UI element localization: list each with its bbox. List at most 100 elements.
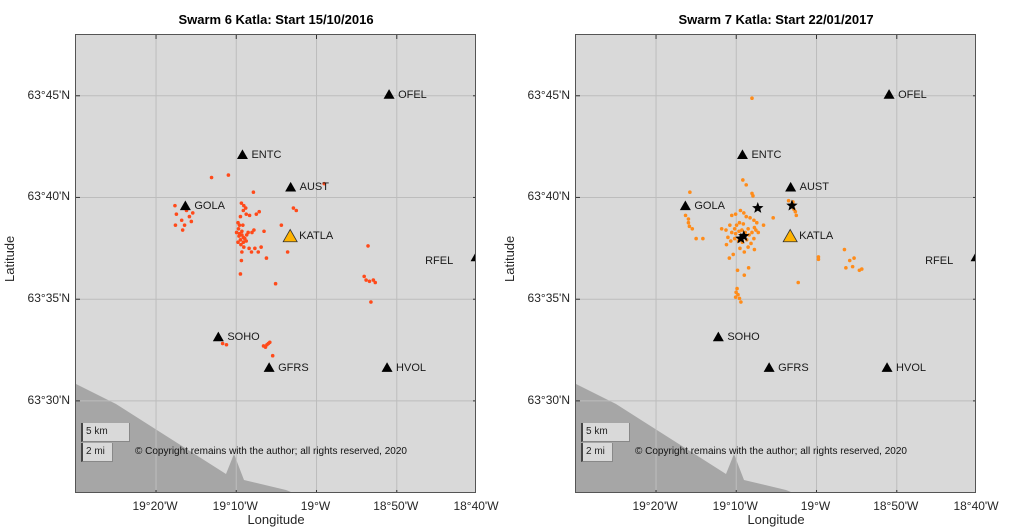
earthquake-event <box>794 213 799 218</box>
earthquake-event <box>239 201 244 205</box>
earthquake-event <box>793 209 798 214</box>
earthquake-event <box>173 203 177 208</box>
earthquake-event <box>724 242 729 247</box>
earthquake-event <box>735 268 740 273</box>
earthquake-event <box>719 227 724 231</box>
earthquake-event <box>246 230 250 235</box>
earthquake-event <box>238 272 243 276</box>
station-label: GFRS <box>278 361 309 374</box>
earthquake-event <box>242 245 246 249</box>
earthquake-event <box>738 246 742 251</box>
station-label: SOHO <box>727 331 760 344</box>
earthquake-event <box>771 216 775 220</box>
earthquake-event <box>253 246 257 251</box>
earthquake-event <box>756 230 761 235</box>
earthquake-event <box>852 256 856 260</box>
earthquake-event <box>291 206 296 210</box>
station-marker <box>736 149 748 159</box>
x-tick-label: 18°40'W <box>453 499 499 513</box>
earthquake-event <box>189 219 194 224</box>
earthquake-event <box>733 231 738 236</box>
earthquake-event <box>240 250 244 254</box>
earthquake-event <box>729 230 734 235</box>
earthquake-event <box>732 227 737 231</box>
earthquake-event <box>180 228 185 232</box>
station-marker <box>236 149 248 159</box>
earthquake-event <box>694 236 698 241</box>
earthquake-event <box>238 237 243 242</box>
station-label: SOHO <box>227 331 260 344</box>
earthquake-event <box>734 223 739 227</box>
earthquake-event <box>844 266 848 270</box>
x-tick-label: 18°50'W <box>873 499 919 513</box>
map-frame <box>575 34 976 493</box>
land-shading <box>576 384 791 492</box>
earthquake-event <box>735 286 739 291</box>
station-label: ENTC <box>751 148 782 161</box>
station-marker <box>712 331 724 342</box>
earthquake-event <box>322 181 327 186</box>
earthquake-event <box>748 216 752 220</box>
earthquake-event <box>242 203 246 208</box>
earthquake-event <box>241 208 246 213</box>
earthquake-event <box>270 353 275 358</box>
station-label: ENTC <box>251 148 282 161</box>
earthquake-event <box>236 227 241 231</box>
x-tick-label: 19°W <box>800 499 831 513</box>
earthquake-event <box>747 233 751 237</box>
katla-volcano-marker <box>282 228 298 243</box>
y-tick-label: 63°40'N <box>27 189 70 204</box>
earthquake-event <box>268 340 272 345</box>
station-label: GFRS <box>778 361 809 374</box>
x-tick-label: 19°20'W <box>132 499 178 513</box>
earthquake-event <box>241 223 245 227</box>
x-tick-label: 19°10'W <box>212 499 258 513</box>
earthquake-event <box>209 175 214 180</box>
earthquake-event <box>239 258 244 263</box>
earthquake-event <box>731 252 736 257</box>
y-tick-label: 63°35'N <box>27 291 70 306</box>
x-tick-label: 19°W <box>300 499 331 513</box>
station-label: HVOL <box>396 361 427 374</box>
earthquake-event <box>688 190 692 194</box>
y-axis-label: Latitude <box>502 235 517 282</box>
scale-bar-mi: 2 mi <box>81 443 113 462</box>
earthquake-event <box>752 218 756 223</box>
earthquake-event <box>726 235 730 240</box>
copyright-notice: © Copyright remains with the author; all… <box>635 446 907 457</box>
earthquake-event <box>244 212 249 216</box>
earthquake-event <box>236 240 240 245</box>
station-label: KATLA <box>799 230 834 243</box>
station-label: OFEL <box>898 88 927 101</box>
earthquake-event <box>749 241 753 246</box>
y-tick-label: 63°30'N <box>27 392 70 407</box>
station-label: KATLA <box>299 230 334 243</box>
station-marker <box>970 253 975 262</box>
map-plot <box>76 35 475 492</box>
earthquake-event <box>729 213 734 218</box>
station-label: GOLA <box>694 199 725 212</box>
earthquake-event <box>252 228 256 232</box>
land-shading <box>76 384 291 492</box>
station-label: AUST <box>299 181 329 194</box>
earthquake-event <box>728 223 732 227</box>
earthquake-event <box>373 280 378 285</box>
earthquake-event <box>259 245 263 249</box>
station-marker <box>263 362 275 372</box>
earthquake-event <box>796 280 801 285</box>
earthquake-event <box>734 290 738 295</box>
earthquake-event <box>732 236 737 241</box>
station-label: GOLA <box>194 199 225 212</box>
earthquake-event <box>761 223 766 227</box>
x-tick-label: 18°50'W <box>373 499 419 513</box>
earthquake-event <box>686 217 691 221</box>
station-label: RFEL <box>925 255 954 268</box>
station-marker <box>179 200 191 211</box>
earthquake-event <box>367 279 372 284</box>
earthquake-event <box>279 223 284 227</box>
earthquake-event <box>250 230 254 235</box>
earthquake-event <box>733 212 738 216</box>
earthquake-event <box>240 229 244 234</box>
earthquake-event <box>738 208 743 213</box>
earthquake-event <box>244 239 249 243</box>
